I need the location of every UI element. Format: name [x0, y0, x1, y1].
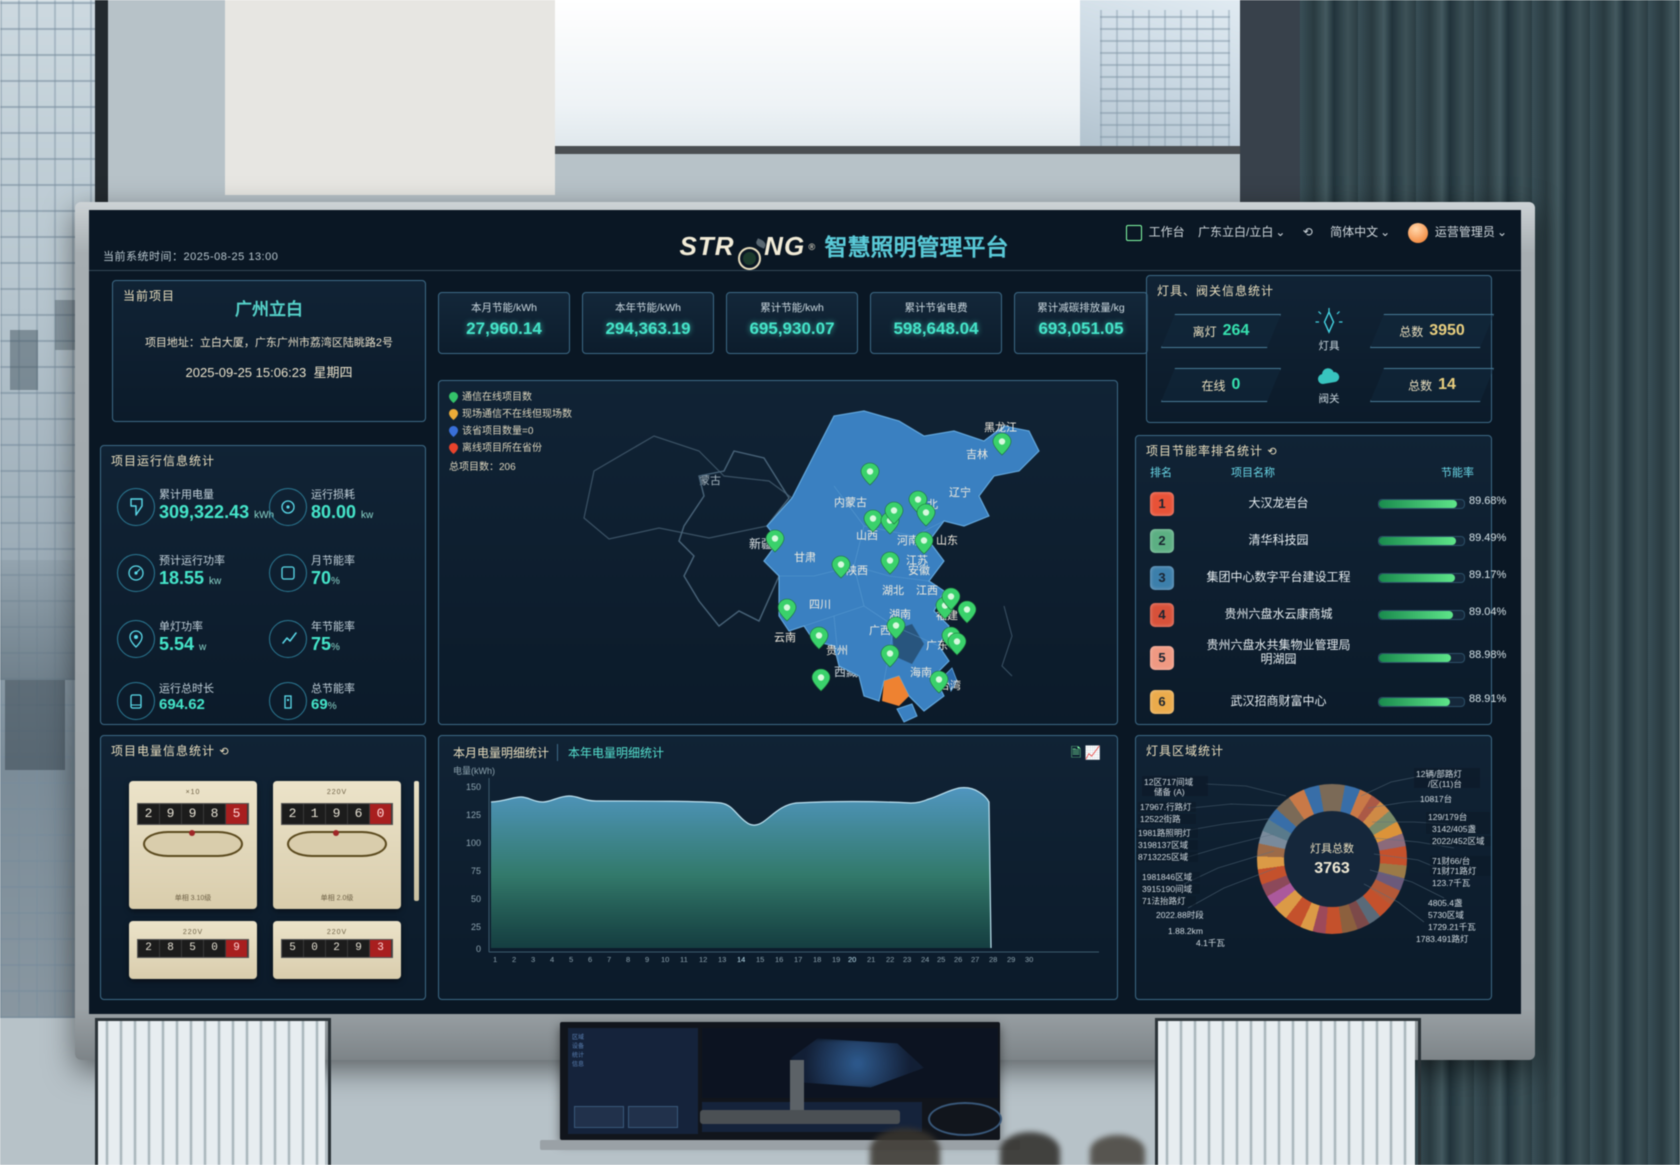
svg-text:75: 75 — [471, 866, 481, 876]
svg-text:山西: 山西 — [856, 529, 878, 542]
svg-text:15: 15 — [756, 955, 764, 964]
svg-text:2022/452区域: 2022/452区域 — [1432, 836, 1485, 846]
svg-text:2: 2 — [512, 955, 516, 964]
svg-text:7: 7 — [607, 955, 611, 964]
svg-text:四川: 四川 — [809, 599, 831, 611]
svg-text:10: 10 — [661, 955, 669, 964]
svg-text:123.7千瓦: 123.7千瓦 — [1432, 878, 1471, 888]
svg-text:11: 11 — [680, 955, 688, 964]
svg-text:17967.行路灯: 17967.行路灯 — [1140, 802, 1192, 812]
svg-text:4.1千瓦: 4.1千瓦 — [1196, 938, 1225, 948]
svg-text:/区(11)台: /区(11)台 — [1428, 779, 1462, 789]
svg-text:贵州: 贵州 — [826, 644, 848, 657]
svg-text:4805.4盏: 4805.4盏 — [1428, 898, 1463, 908]
svg-text:海南: 海南 — [910, 665, 932, 679]
svg-text:27: 27 — [971, 955, 979, 964]
svg-text:甘肃: 甘肃 — [794, 551, 816, 564]
svg-text:71财66/台: 71财66/台 — [1432, 856, 1470, 866]
svg-text:12: 12 — [699, 955, 707, 964]
svg-text:1.88.2km: 1.88.2km — [1168, 926, 1203, 936]
svg-text:21: 21 — [867, 955, 875, 964]
svg-text:16: 16 — [775, 955, 783, 964]
svg-text:14: 14 — [737, 955, 745, 964]
svg-text:17: 17 — [794, 955, 802, 964]
svg-text:30: 30 — [1025, 955, 1033, 964]
svg-text:辽宁: 辽宁 — [949, 485, 971, 499]
svg-text:9: 9 — [645, 955, 649, 964]
svg-text:吉林: 吉林 — [966, 447, 988, 461]
svg-text:28: 28 — [989, 955, 997, 964]
svg-text:8: 8 — [626, 955, 630, 964]
svg-text:129/179台: 129/179台 — [1428, 812, 1467, 822]
svg-text:5730区域: 5730区域 — [1428, 910, 1464, 920]
svg-text:13: 13 — [718, 955, 726, 964]
svg-text:25: 25 — [471, 922, 481, 932]
svg-text:6: 6 — [588, 955, 592, 964]
svg-text:18: 18 — [813, 955, 821, 964]
svg-text:29: 29 — [1007, 955, 1015, 964]
svg-text:23: 23 — [903, 955, 911, 964]
svg-text:3142/405盏: 3142/405盏 — [1432, 824, 1476, 834]
svg-text:100: 100 — [466, 838, 481, 848]
svg-text:1729.21千瓦: 1729.21千瓦 — [1428, 922, 1476, 932]
svg-text:3: 3 — [531, 955, 535, 964]
svg-text:24: 24 — [921, 955, 929, 964]
svg-text:黑龙江: 黑龙江 — [984, 421, 1017, 434]
svg-text:125: 125 — [466, 810, 481, 820]
svg-text:71法抬路灯: 71法抬路灯 — [1142, 896, 1186, 906]
svg-text:22: 22 — [886, 955, 894, 964]
svg-text:内蒙古: 内蒙古 — [834, 495, 867, 509]
svg-text:71财71路灯: 71财71路灯 — [1432, 866, 1477, 876]
svg-text:湖北: 湖北 — [882, 584, 904, 597]
svg-text:150: 150 — [466, 782, 481, 792]
svg-text:3915190间域: 3915190间域 — [1142, 884, 1193, 894]
svg-text:山东: 山东 — [936, 534, 958, 547]
svg-text:12522街路: 12522街路 — [1140, 814, 1181, 824]
svg-text:储备 (A): 储备 (A) — [1154, 787, 1185, 797]
svg-text:10817台: 10817台 — [1420, 794, 1452, 804]
svg-text:1: 1 — [493, 955, 497, 964]
svg-text:江西: 江西 — [916, 584, 938, 597]
svg-text:1981846区域: 1981846区域 — [1142, 872, 1193, 882]
svg-text:20: 20 — [848, 955, 856, 964]
svg-text:0: 0 — [476, 944, 481, 954]
svg-text:5: 5 — [569, 955, 573, 964]
svg-text:25: 25 — [937, 955, 945, 964]
svg-text:3198137区域: 3198137区域 — [1138, 840, 1189, 850]
svg-text:50: 50 — [471, 894, 481, 904]
svg-text:1981路照明灯: 1981路照明灯 — [1138, 828, 1191, 838]
svg-text:4: 4 — [550, 955, 554, 964]
svg-text:26: 26 — [954, 955, 962, 964]
svg-text:2022.88时段: 2022.88时段 — [1156, 910, 1204, 920]
svg-text:12区717间域: 12区717间域 — [1144, 777, 1194, 787]
svg-text:江苏: 江苏 — [906, 554, 928, 567]
svg-text:8713225区域: 8713225区域 — [1138, 852, 1189, 862]
svg-text:12辆/部路灯: 12辆/部路灯 — [1416, 769, 1462, 779]
svg-text:云南: 云南 — [774, 631, 796, 644]
svg-text:19: 19 — [832, 955, 840, 964]
svg-text:1783.491路灯: 1783.491路灯 — [1416, 934, 1469, 944]
